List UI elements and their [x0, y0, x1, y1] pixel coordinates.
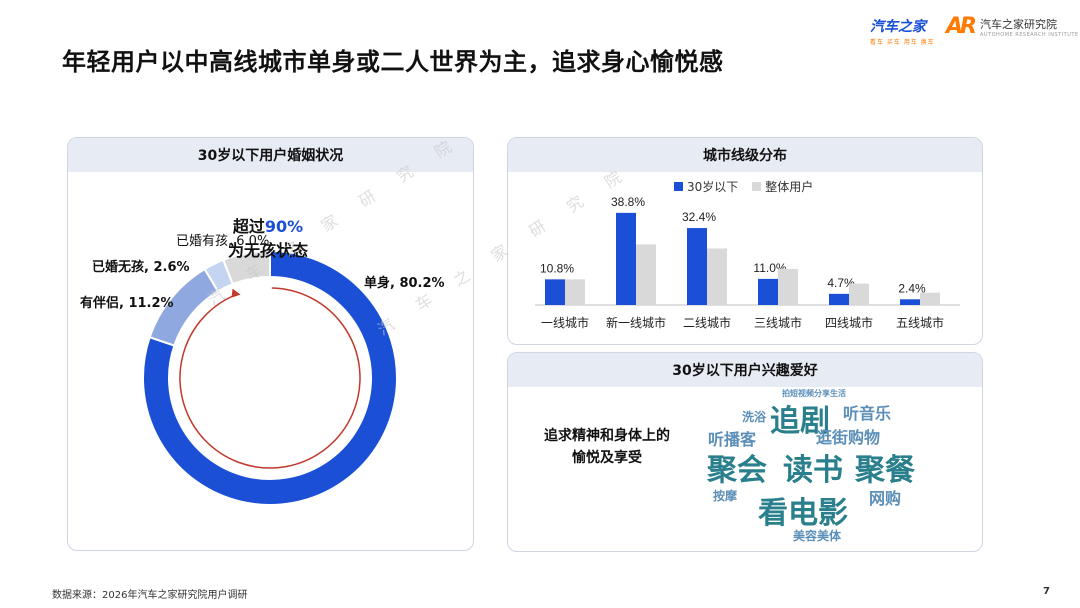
brand2-tagline: AUTOHOME RESEARCH INSTITUTE	[979, 31, 1079, 38]
bar-under30-tier4	[829, 293, 849, 305]
page-title: 年轻用户以中高线城市单身或二人世界为主，追求身心愉悦感	[62, 48, 724, 76]
wordcloud-word: 听播客	[708, 430, 757, 449]
wordcloud-word: 拍短视频分享生活	[782, 389, 846, 398]
wordcloud-word: 聚餐	[855, 453, 915, 488]
slice-label-married-child: 已婚有孩, 6.0%	[176, 234, 270, 249]
legend-label-under30: 30岁以下	[687, 180, 739, 194]
bar-under30-tier3	[758, 278, 778, 305]
donut-center-text: 超过90% 为无孩状态	[188, 215, 348, 263]
wordcloud-word: 听音乐	[843, 404, 892, 423]
no-child-indicator-arrowhead	[231, 288, 241, 298]
no-child-indicator-arc	[179, 287, 361, 469]
category-label-tier4: 四线城市	[825, 315, 873, 330]
hobby-panel-title: 30岁以下用户兴趣爱好	[508, 353, 982, 387]
page-number: 7	[1043, 586, 1050, 597]
wordcloud-word: 看电影	[758, 496, 848, 531]
legend-item-under30: 30岁以下	[674, 178, 738, 195]
category-label-new-tier1: 新一线城市	[606, 315, 666, 330]
wordcloud-word: 洗浴	[742, 410, 767, 424]
category-label-tier5: 五线城市	[896, 315, 944, 330]
category-label-tier3: 三线城市	[754, 315, 802, 330]
center-highlight: 90%	[264, 217, 304, 236]
wordcloud-word: 追剧	[770, 404, 830, 439]
research-institute-logo: AR 汽车之家研究院 AUTOHOME RESEARCH INSTITUTE	[946, 14, 1079, 39]
category-label-tier1: 一线城市	[541, 315, 589, 330]
wordcloud-word: 按摩	[713, 489, 738, 503]
category-label-tier2: 二线城市	[683, 315, 731, 330]
bar-under30-new-tier1	[616, 212, 636, 305]
donut-center-line1: 超过90%	[188, 215, 348, 239]
slice-label-married-no-child: 已婚无孩, 2.6%	[92, 260, 190, 275]
bar-under30-tier2	[687, 228, 707, 305]
wordcloud-word: 聚会	[707, 453, 767, 488]
legend-item-all: 整体用户	[752, 178, 813, 195]
donut-center-line2: 为无孩状态	[227, 241, 308, 260]
wordcloud-word: 网购	[869, 489, 902, 508]
brand2-text: 汽车之家研究院	[979, 17, 1057, 31]
marriage-panel-title: 30岁以下用户婚姻状况	[68, 138, 473, 172]
brand1-text: 汽车之家	[870, 19, 926, 35]
bar-under30-tier1	[545, 279, 565, 305]
bar-all-tier1	[565, 279, 585, 305]
hobby-panel: 30岁以下用户兴趣爱好	[507, 352, 983, 552]
bar-all-new-tier1	[636, 244, 656, 305]
data-source: 数据来源：2026年汽车之家研究院用户调研	[52, 590, 248, 601]
donut-slice-single	[142, 249, 398, 506]
bar-value-label-tier1: 10.8%	[540, 261, 574, 275]
legend-label-all: 整体用户	[765, 180, 814, 194]
slice-label-partner: 有伴侣, 11.2%	[80, 296, 174, 311]
center-prefix: 超过	[232, 217, 265, 236]
city-tier-panel: 城市线级分布	[507, 137, 983, 345]
bar-value-label-tier2: 32.4%	[682, 210, 716, 224]
bar-all-tier2	[707, 248, 727, 305]
hobby-intro: 追求精神和身体上的 愉悦及享受	[527, 425, 687, 469]
autohome-logo: 汽车之家 看车 买车 用车 换车	[870, 16, 935, 46]
ar-mark: AR	[946, 14, 977, 39]
bar-all-tier3	[778, 268, 798, 305]
slice-label-single: 单身, 80.2%	[364, 276, 445, 291]
donut-slice-married-child	[221, 249, 271, 286]
ar-mark-text: AR	[946, 14, 977, 39]
hobby-intro-line2: 愉悦及享受	[572, 450, 642, 466]
bar-value-label-tier5: 2.4%	[898, 281, 926, 295]
bar-all-tier5	[920, 292, 940, 305]
legend-swatch-all	[752, 182, 762, 191]
legend-swatch-under30	[674, 182, 683, 191]
bar-value-label-tier4: 4.7%	[827, 276, 855, 290]
brand1-tagline: 看车 买车 用车 换车	[870, 39, 935, 46]
wordcloud-word: 逛街购物	[816, 428, 881, 447]
wordcloud-word: 美容美体	[793, 529, 842, 543]
bar-value-label-new-tier1: 38.8%	[611, 195, 645, 209]
bar-all-tier4	[849, 283, 869, 305]
city-tier-panel-title: 城市线级分布	[508, 138, 982, 172]
city-legend: 30岁以下 整体用户	[674, 178, 827, 195]
bar-under30-tier5	[900, 299, 920, 305]
hobby-intro-line1: 追求精神和身体上的	[544, 428, 670, 444]
wordcloud-word: 读书	[783, 453, 843, 488]
